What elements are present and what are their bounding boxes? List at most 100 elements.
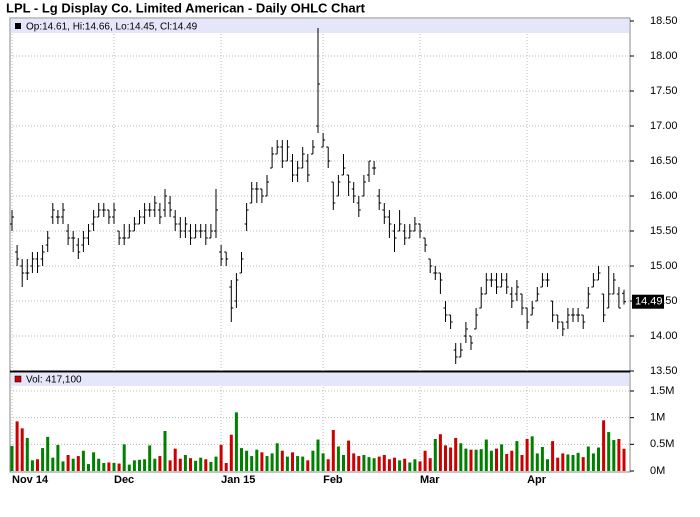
volume-bar: [214, 456, 218, 471]
volume-bar: [148, 445, 152, 471]
volume-bar: [229, 434, 233, 471]
volume-bar: [311, 450, 315, 471]
volume-bar: [444, 445, 447, 471]
y2-tick-label: 0.5M: [650, 438, 674, 450]
volume-bar: [382, 455, 386, 471]
volume-bar: [20, 428, 24, 471]
volume-bar: [178, 458, 182, 471]
volume-bar: [199, 457, 203, 471]
volume-bar: [183, 455, 187, 471]
x-tick-label: Feb: [323, 474, 343, 486]
volume-bar: [127, 464, 131, 471]
volume-bar: [36, 459, 39, 471]
y-tick-label: 15.50: [650, 225, 678, 237]
volume-bar: [489, 450, 493, 471]
volume-bar: [515, 441, 519, 471]
volume-bar: [107, 462, 111, 471]
legend-swatch: [15, 23, 21, 29]
x-tick-label: Nov 14: [12, 474, 49, 486]
x-tick-label: Mar: [420, 474, 440, 486]
volume-bar: [270, 453, 274, 471]
volume-bar: [296, 456, 300, 471]
y-tick-label: 15.00: [650, 260, 678, 272]
volume-bar: [97, 458, 101, 471]
volume-bar: [495, 448, 498, 471]
volume-bar: [291, 452, 294, 471]
volume-bar: [423, 450, 427, 471]
last-price-box: [632, 294, 664, 309]
volume-bar: [46, 436, 50, 471]
volume-bar: [607, 432, 611, 471]
volume-bar: [71, 458, 75, 471]
marks: 13.5014.0014.5015.0015.5016.0016.5017.00…: [10, 15, 678, 486]
volume-bar: [153, 458, 157, 471]
volume-bar: [81, 450, 85, 471]
volume-bar: [484, 439, 488, 471]
ohlc-legend: Op:14.61, Hi:14.66, Lo:14.45, Cl:14.49: [26, 22, 198, 33]
volume-bar: [408, 462, 412, 471]
volume-bar: [87, 464, 90, 471]
y-tick-label: 17.00: [650, 120, 678, 132]
volume-bar: [362, 455, 366, 471]
volume-bar: [280, 450, 284, 471]
volume-bar: [321, 453, 325, 471]
volume-bar: [566, 454, 570, 471]
volume-bar: [377, 456, 381, 471]
volume-bar: [520, 455, 524, 471]
y-tick-label: 13.50: [650, 365, 678, 377]
volume-bar: [326, 459, 330, 471]
volume-bar: [66, 455, 70, 471]
volume-bar: [331, 429, 335, 471]
volume-bar: [367, 457, 371, 471]
volume-bar: [250, 456, 254, 471]
volume-bar: [76, 456, 80, 471]
price-header: [11, 19, 629, 33]
volume-bar: [597, 447, 600, 471]
x-tick-label: Dec: [114, 474, 134, 486]
volume-bar: [61, 461, 65, 471]
volume-bar: [464, 448, 468, 471]
volume-bar: [586, 446, 590, 471]
volume-bar: [622, 448, 626, 471]
volume-bar: [194, 460, 198, 471]
volume-legend: Vol: 417,100: [26, 375, 82, 386]
volume-bar: [530, 436, 534, 471]
volume-bar: [173, 448, 177, 471]
volume-bar: [143, 459, 147, 471]
volume-bar: [612, 440, 616, 471]
volume-bar: [138, 459, 141, 471]
chart-title: LPL - Lg Display Co. Limited American - …: [6, 0, 366, 15]
volume-bar: [25, 437, 29, 471]
y-tick-label: 18.00: [650, 50, 678, 62]
volume-bar: [30, 460, 34, 471]
volume-bar: [265, 456, 269, 471]
volume-bar: [398, 460, 402, 471]
y-tick-label: 14.00: [650, 330, 678, 342]
y2-tick-label: 1.5M: [650, 385, 674, 397]
volume-bar: [438, 434, 442, 471]
volume-bar: [112, 463, 116, 471]
volume-bar: [240, 448, 243, 471]
volume-bar: [102, 463, 106, 471]
volume-bar: [10, 445, 14, 471]
volume-bar: [301, 456, 305, 471]
volume-bar: [591, 453, 595, 471]
volume-bar: [428, 458, 432, 471]
y-tick-label: 17.50: [650, 85, 678, 97]
volume-bar: [540, 447, 544, 471]
volume-bar: [576, 452, 580, 471]
volume-bar: [336, 446, 340, 471]
volume-bar: [219, 444, 223, 471]
volume-bar: [449, 447, 453, 471]
y-tick-label: 16.50: [650, 155, 678, 167]
volume-bar: [168, 460, 172, 471]
volume-bar: [413, 459, 417, 471]
volume-bar: [234, 412, 238, 471]
volume-bar: [122, 444, 126, 471]
volume-bar: [510, 450, 514, 471]
volume-bar: [474, 449, 478, 471]
volume-bar: [41, 448, 45, 471]
y-tick-label: 18.50: [650, 15, 678, 27]
volume-bar: [158, 456, 162, 471]
